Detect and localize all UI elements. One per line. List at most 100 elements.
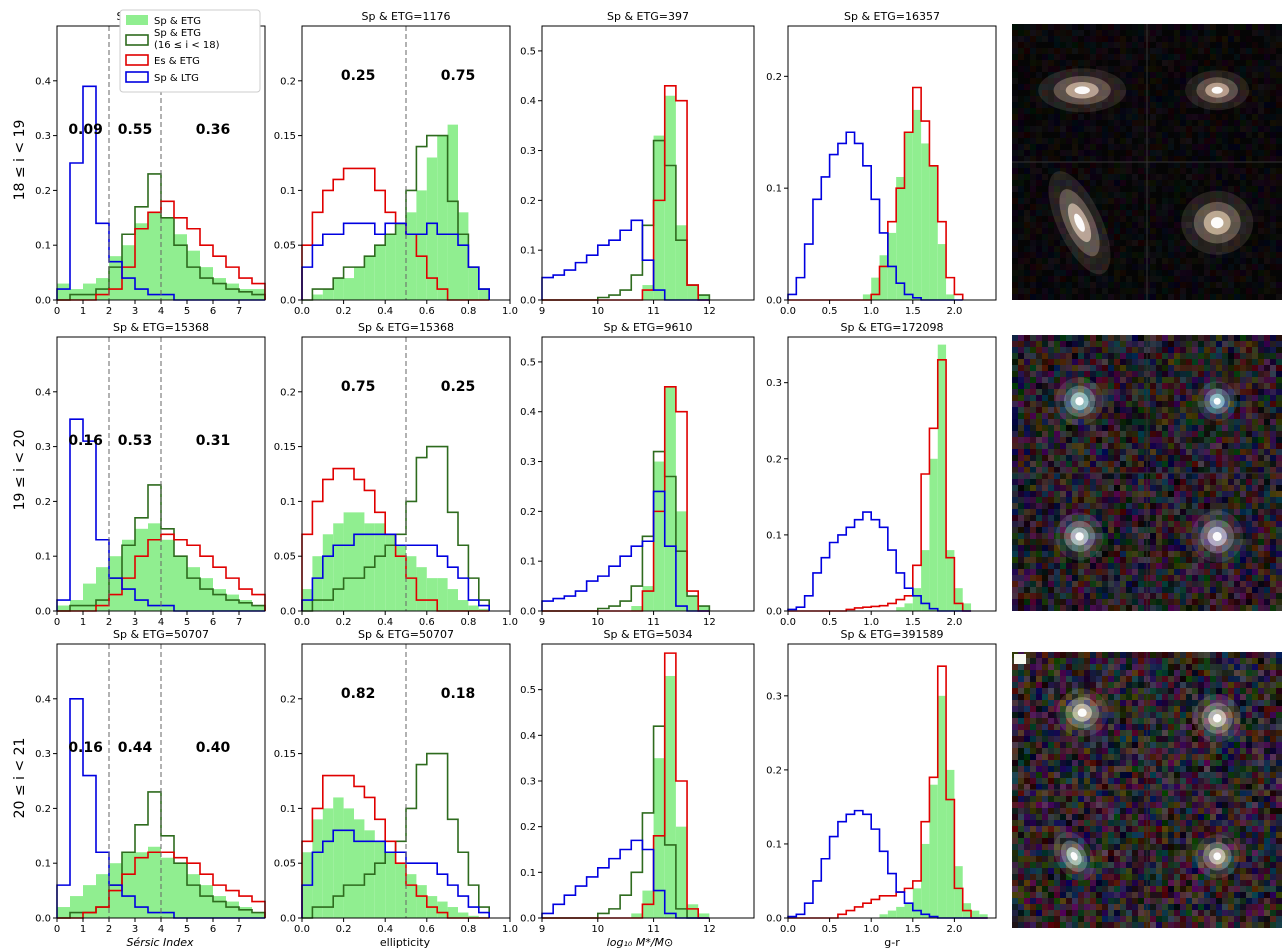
hist-bar xyxy=(447,589,458,611)
noise-pixel xyxy=(1222,365,1228,371)
noise-pixel xyxy=(1042,276,1048,282)
hist-bar xyxy=(213,278,226,300)
noise-pixel xyxy=(1222,407,1228,413)
noise-pixel xyxy=(1030,24,1036,30)
noise-pixel xyxy=(1048,377,1054,383)
noise-pixel xyxy=(1204,724,1210,730)
noise-pixel xyxy=(1180,114,1186,120)
noise-pixel xyxy=(1012,150,1018,156)
noise-pixel xyxy=(1162,48,1168,54)
noise-pixel xyxy=(1066,36,1072,42)
noise-pixel xyxy=(1114,270,1120,276)
noise-pixel xyxy=(1126,192,1132,198)
noise-pixel xyxy=(1102,425,1108,431)
noise-pixel xyxy=(1210,258,1216,264)
noise-pixel xyxy=(1276,246,1282,252)
noise-pixel xyxy=(1240,198,1246,204)
noise-pixel xyxy=(1090,694,1096,700)
noise-pixel xyxy=(1156,593,1162,599)
noise-pixel xyxy=(1198,341,1204,347)
noise-pixel xyxy=(1270,90,1276,96)
noise-pixel xyxy=(1264,491,1270,497)
noise-pixel xyxy=(1240,180,1246,186)
noise-pixel xyxy=(1264,234,1270,240)
noise-pixel xyxy=(1258,264,1264,270)
noise-pixel xyxy=(1156,30,1162,36)
noise-pixel xyxy=(1018,425,1024,431)
noise-pixel xyxy=(1264,706,1270,712)
noise-pixel xyxy=(1060,712,1066,718)
noise-pixel xyxy=(1186,491,1192,497)
noise-pixel xyxy=(1216,545,1222,551)
noise-pixel xyxy=(1126,347,1132,353)
noise-pixel xyxy=(1036,730,1042,736)
noise-pixel xyxy=(1246,204,1252,210)
noise-pixel xyxy=(1072,521,1078,527)
noise-pixel xyxy=(1090,473,1096,479)
noise-pixel xyxy=(1126,724,1132,730)
noise-pixel xyxy=(1048,539,1054,545)
noise-pixel xyxy=(1228,599,1234,605)
noise-pixel xyxy=(1204,138,1210,144)
noise-pixel xyxy=(1012,407,1018,413)
noise-pixel xyxy=(1258,180,1264,186)
noise-pixel xyxy=(1072,30,1078,36)
xtick-label: 0.6 xyxy=(419,306,435,317)
noise-pixel xyxy=(1264,222,1270,228)
noise-pixel xyxy=(1042,359,1048,365)
noise-pixel xyxy=(1252,150,1258,156)
noise-pixel xyxy=(1066,138,1072,144)
noise-pixel xyxy=(1264,198,1270,204)
noise-pixel xyxy=(1204,258,1210,264)
noise-pixel xyxy=(1246,353,1252,359)
noise-pixel xyxy=(1276,168,1282,174)
noise-pixel xyxy=(1222,664,1228,670)
noise-pixel xyxy=(1042,395,1048,401)
noise-pixel xyxy=(1072,126,1078,132)
noise-pixel xyxy=(1216,48,1222,54)
noise-pixel xyxy=(1078,676,1084,682)
noise-pixel xyxy=(1156,425,1162,431)
noise-pixel xyxy=(1042,222,1048,228)
hist-bar xyxy=(200,578,213,611)
noise-pixel xyxy=(1270,204,1276,210)
hist-bar xyxy=(354,512,365,611)
noise-pixel xyxy=(1246,126,1252,132)
noise-pixel xyxy=(1162,491,1168,497)
noise-pixel xyxy=(1162,282,1168,288)
noise-pixel xyxy=(1246,467,1252,473)
noise-pixel xyxy=(1168,144,1174,150)
noise-pixel xyxy=(1108,30,1114,36)
noise-pixel xyxy=(1258,706,1264,712)
noise-pixel xyxy=(1090,96,1096,102)
noise-pixel xyxy=(1102,533,1108,539)
noise-pixel xyxy=(1072,431,1078,437)
noise-pixel xyxy=(1240,509,1246,515)
noise-pixel xyxy=(1168,66,1174,72)
noise-pixel xyxy=(1174,132,1180,138)
noise-pixel xyxy=(1054,569,1060,575)
noise-pixel xyxy=(1042,228,1048,234)
noise-pixel xyxy=(1156,581,1162,587)
hist-bar xyxy=(312,819,323,918)
noise-pixel xyxy=(1096,90,1102,96)
noise-pixel xyxy=(1204,425,1210,431)
noise-pixel xyxy=(1012,497,1018,503)
noise-pixel xyxy=(1192,84,1198,90)
noise-pixel xyxy=(1210,503,1216,509)
noise-pixel xyxy=(1066,467,1072,473)
noise-pixel xyxy=(1240,383,1246,389)
noise-pixel xyxy=(1198,198,1204,204)
noise-pixel xyxy=(1198,90,1204,96)
noise-pixel xyxy=(1258,359,1264,365)
noise-pixel xyxy=(1180,30,1186,36)
noise-pixel xyxy=(1084,449,1090,455)
noise-pixel xyxy=(1216,174,1222,180)
noise-pixel xyxy=(1192,246,1198,252)
noise-pixel xyxy=(1234,712,1240,718)
ytick-label: 0.0 xyxy=(520,607,536,618)
noise-pixel xyxy=(1252,389,1258,395)
noise-pixel xyxy=(1222,234,1228,240)
noise-pixel xyxy=(1180,54,1186,60)
noise-pixel xyxy=(1132,437,1138,443)
